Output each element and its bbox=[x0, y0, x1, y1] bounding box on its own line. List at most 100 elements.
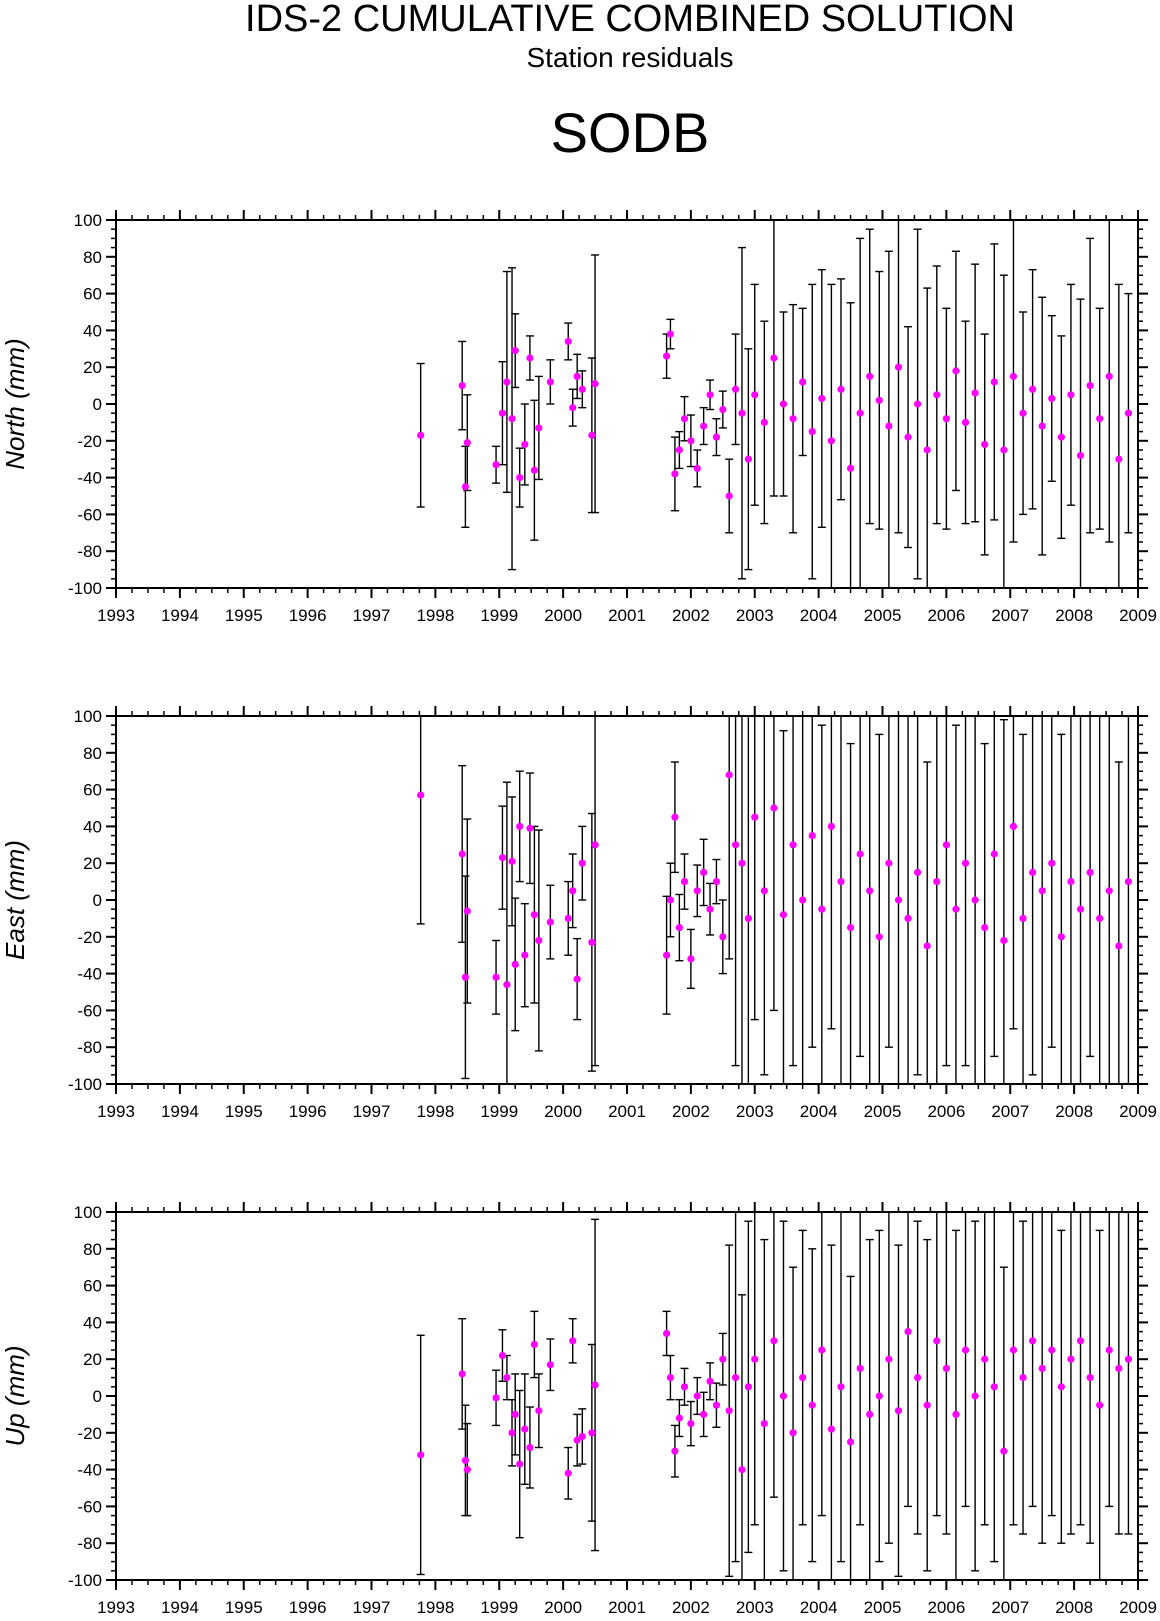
data-point bbox=[591, 1381, 599, 1389]
data-point bbox=[1038, 1364, 1046, 1372]
data-point bbox=[564, 337, 572, 346]
station-name: SODB bbox=[550, 101, 710, 164]
data-point bbox=[779, 1392, 788, 1400]
y-tick-label: 80 bbox=[83, 248, 102, 267]
data-point bbox=[521, 951, 529, 959]
x-tick-label: 1995 bbox=[225, 1598, 263, 1617]
y-tick-label: -40 bbox=[77, 965, 102, 984]
data-point bbox=[952, 367, 960, 375]
y-tick-label: -80 bbox=[77, 1534, 102, 1553]
data-point bbox=[923, 942, 931, 950]
data-point bbox=[508, 857, 516, 865]
x-tick-label: 1997 bbox=[353, 606, 391, 625]
data-point bbox=[1000, 1447, 1008, 1455]
data-point bbox=[706, 391, 714, 399]
x-tick-label: 2001 bbox=[608, 1598, 646, 1617]
data-point bbox=[461, 973, 469, 981]
data-point bbox=[719, 405, 727, 414]
y-tick-label: 20 bbox=[83, 854, 102, 873]
data-point bbox=[981, 924, 989, 932]
data-point bbox=[731, 1374, 740, 1382]
data-point bbox=[680, 878, 689, 886]
data-point bbox=[573, 1436, 581, 1444]
data-point bbox=[521, 1425, 529, 1433]
data-point bbox=[569, 887, 577, 895]
x-tick-label: 1996 bbox=[289, 1598, 327, 1617]
data-point bbox=[789, 841, 797, 849]
data-point bbox=[837, 878, 845, 886]
data-point bbox=[971, 389, 979, 397]
x-tick-label: 2005 bbox=[864, 606, 902, 625]
data-point bbox=[971, 896, 979, 904]
y-tick-label: 0 bbox=[93, 891, 102, 910]
y-tick-label: 80 bbox=[83, 1240, 102, 1259]
data-point bbox=[1048, 394, 1056, 403]
data-point bbox=[712, 433, 721, 441]
data-point bbox=[546, 378, 554, 386]
data-point bbox=[588, 1429, 596, 1437]
data-point bbox=[417, 1451, 425, 1459]
x-tick-label: 1993 bbox=[97, 1102, 135, 1121]
data-point bbox=[808, 832, 816, 840]
x-tick-label: 2001 bbox=[608, 606, 646, 625]
data-point bbox=[1124, 1355, 1133, 1363]
data-point bbox=[492, 461, 500, 469]
data-point bbox=[760, 418, 768, 426]
data-point bbox=[564, 1469, 572, 1477]
data-point bbox=[712, 1401, 721, 1409]
data-point bbox=[1009, 822, 1018, 831]
data-point bbox=[961, 418, 970, 426]
data-point bbox=[578, 859, 586, 867]
data-point bbox=[675, 1414, 683, 1422]
data-point bbox=[751, 813, 759, 821]
data-point bbox=[744, 455, 752, 463]
data-point bbox=[942, 841, 950, 849]
data-point bbox=[837, 385, 845, 393]
data-point bbox=[719, 1355, 727, 1363]
y-tick-label: -40 bbox=[77, 469, 102, 488]
data-point bbox=[725, 492, 733, 500]
x-tick-label: 1997 bbox=[353, 1102, 391, 1121]
x-tick-label: 2009 bbox=[1119, 1598, 1157, 1617]
data-point bbox=[687, 955, 695, 963]
x-tick-label: 1999 bbox=[480, 606, 518, 625]
y-tick-label: 20 bbox=[83, 358, 102, 377]
data-point bbox=[808, 428, 816, 436]
data-point bbox=[1076, 451, 1085, 460]
data-point bbox=[461, 483, 469, 491]
data-point bbox=[1124, 878, 1133, 886]
data-point bbox=[866, 887, 874, 895]
data-point bbox=[1067, 1355, 1075, 1363]
data-point bbox=[1000, 446, 1008, 454]
data-point bbox=[846, 924, 855, 932]
data-point bbox=[700, 868, 708, 877]
x-tick-label: 1998 bbox=[416, 1598, 454, 1617]
data-point bbox=[1105, 372, 1113, 380]
data-point bbox=[914, 400, 922, 408]
data-point bbox=[516, 1460, 524, 1468]
data-point bbox=[535, 1407, 543, 1415]
data-point bbox=[1038, 887, 1046, 895]
data-point bbox=[875, 396, 883, 404]
data-point bbox=[1096, 914, 1104, 923]
data-point bbox=[866, 1410, 874, 1418]
data-point bbox=[923, 446, 931, 454]
data-point bbox=[492, 1394, 500, 1402]
data-point bbox=[904, 1328, 912, 1336]
x-tick-label: 2006 bbox=[927, 606, 965, 625]
data-point bbox=[738, 859, 746, 867]
data-point bbox=[1076, 905, 1085, 913]
data-point bbox=[498, 1351, 507, 1360]
data-point bbox=[1038, 422, 1046, 430]
data-point bbox=[725, 771, 733, 779]
data-point bbox=[923, 1401, 931, 1409]
data-point bbox=[591, 841, 599, 849]
y-axis-label: East (mm) bbox=[0, 840, 30, 960]
x-tick-label: 1996 bbox=[289, 1102, 327, 1121]
data-point bbox=[663, 352, 671, 360]
data-point bbox=[588, 938, 596, 946]
data-point bbox=[751, 391, 759, 399]
data-point bbox=[789, 1429, 797, 1437]
data-point bbox=[569, 1337, 577, 1345]
y-tick-label: 20 bbox=[83, 1350, 102, 1369]
